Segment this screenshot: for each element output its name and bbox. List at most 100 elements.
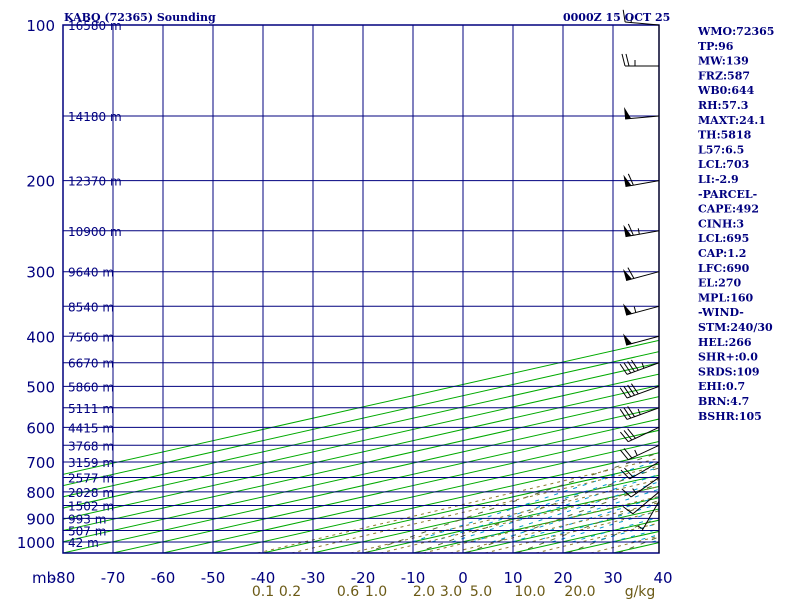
pressure-tick-label: 400 <box>26 328 55 346</box>
moist-adiabat <box>551 510 659 543</box>
moist-adiabat <box>571 516 659 543</box>
mixing-ratio-line <box>449 502 659 553</box>
chart-title: KABQ (72365) Sounding <box>64 11 216 24</box>
isotherm-line <box>63 373 659 509</box>
plot-frame <box>62 24 660 554</box>
wind-barb <box>620 426 660 443</box>
height-label: 9640 m <box>68 266 114 280</box>
stability-index: SRDS:109 <box>698 365 760 378</box>
barb-pennant <box>623 333 632 346</box>
barb-staff <box>626 385 660 399</box>
barb-half-flag <box>637 525 644 530</box>
temperature-tick-label: -60 <box>151 569 176 587</box>
barb-flag <box>627 406 635 417</box>
wind-barb <box>637 501 660 531</box>
mixing-ratio-line <box>380 485 659 553</box>
barb-flag <box>622 506 634 515</box>
moist-adiabat <box>531 503 659 543</box>
dry-adiabat <box>415 467 659 553</box>
temperature-tick-label: -20 <box>351 569 376 587</box>
wind-barb <box>624 107 660 120</box>
wind-barb <box>621 53 659 67</box>
temperature-tick-label: 0 <box>458 569 468 587</box>
height-label: 14180 m <box>68 110 122 124</box>
height-label: 507 m <box>68 525 106 539</box>
mixing-ratio-line <box>535 522 659 553</box>
stability-index: MAXT:24.1 <box>698 114 766 127</box>
stability-index: CAPE:492 <box>698 203 759 216</box>
barb-staff <box>626 362 660 375</box>
stability-index: SHR+:0.0 <box>698 351 758 364</box>
dewpoint-profile <box>746 116 800 501</box>
barb-half-flag <box>630 16 633 23</box>
dry-adiabat <box>364 452 659 553</box>
stability-index: LCL:703 <box>698 158 749 171</box>
barb-staff <box>629 461 660 480</box>
wind-barb <box>623 223 660 238</box>
isotherm-line <box>162 441 659 553</box>
temperature-tick-label: 10 <box>503 569 522 587</box>
barb-pennant <box>624 107 632 120</box>
height-label: 16580 m <box>68 19 122 33</box>
barb-pennant <box>623 268 632 281</box>
barb-flag <box>627 223 634 236</box>
isotherm-line <box>112 429 659 553</box>
height-label: 10900 m <box>68 225 122 239</box>
pressure-tick-label: 600 <box>26 419 55 437</box>
pressure-tick-label: 1000 <box>17 534 55 552</box>
stability-index: TP:96 <box>698 40 734 53</box>
barb-pennant <box>623 224 632 237</box>
barb-flag <box>627 361 635 372</box>
chart-time: 0000Z 15 OCT 25 <box>563 11 670 24</box>
height-label: 3768 m <box>68 439 114 453</box>
barb-staff <box>625 180 660 188</box>
barb-half-flag <box>632 488 637 494</box>
barb-flag <box>620 469 630 480</box>
height-label: 4415 m <box>68 421 114 435</box>
isotherm-line <box>212 452 659 553</box>
barb-flag <box>623 407 632 419</box>
barb-flag <box>622 9 626 23</box>
barb-staff <box>627 426 660 443</box>
temperature-tick-label: 40 <box>653 569 672 587</box>
barb-flag <box>620 431 629 443</box>
barb-flag <box>623 386 632 397</box>
isotherm-line <box>63 407 659 543</box>
height-label: 2028 m <box>68 486 114 500</box>
temperature-tick-label: -80 <box>51 569 76 587</box>
barb-staff <box>632 491 660 515</box>
barb-flag <box>619 387 628 399</box>
isotherm-line <box>63 339 659 475</box>
barb-flag <box>621 53 626 67</box>
stability-index: CINH:3 <box>698 217 744 230</box>
isotherm-line <box>562 530 659 553</box>
stability-index: CAP:1.2 <box>698 247 746 260</box>
mixing-ratio-label: 5.0 <box>470 584 492 600</box>
barb-flag <box>624 467 634 478</box>
barb-flag <box>623 362 632 374</box>
stability-index: FRZ:587 <box>698 69 750 82</box>
isotherm-line <box>63 384 659 520</box>
isotherm-line <box>512 519 659 553</box>
height-label: 5860 m <box>68 380 114 394</box>
wind-barb <box>620 444 660 461</box>
wind-barb <box>622 491 660 515</box>
mixing-ratio-label: 3.0 <box>440 584 462 600</box>
isotherm-line <box>763 25 800 553</box>
stability-index: MPL:160 <box>698 291 754 304</box>
barb-flag <box>627 267 635 279</box>
height-label: 3159 m <box>68 456 114 470</box>
mixing-ratio-label: 10.0 <box>514 584 545 600</box>
stability-index: L57:6.5 <box>698 143 744 156</box>
pressure-tick-label: 700 <box>26 454 55 472</box>
stability-index: -PARCEL- <box>698 188 757 201</box>
wind-barb <box>623 173 660 188</box>
barb-staff <box>630 477 660 498</box>
height-label: 7560 m <box>68 330 114 344</box>
mixing-ratio-line <box>291 465 659 553</box>
isotherm-line <box>63 418 659 553</box>
barb-pennant <box>623 174 632 187</box>
mixing-ratio-label: g/kg <box>625 584 656 600</box>
temperature-tick-label: -50 <box>201 569 226 587</box>
